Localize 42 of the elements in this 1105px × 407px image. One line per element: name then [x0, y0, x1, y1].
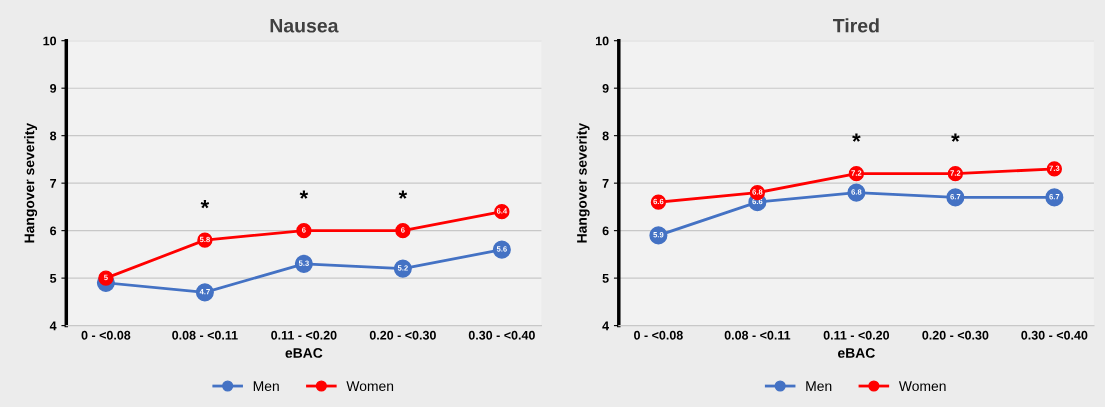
y-tick-label: 5	[602, 274, 609, 283]
x-axis-title: eBAC	[285, 348, 323, 358]
y-axis-title: Hangover severity	[576, 123, 590, 243]
y-tick-label: 6	[50, 226, 57, 236]
x-tick-label: 0.08 - <0.11	[172, 330, 238, 340]
y-tick-label: 10	[43, 36, 57, 46]
chart-title: Tired	[833, 18, 879, 33]
y-tick-label: 6	[602, 226, 609, 236]
annotation: *	[398, 190, 408, 199]
y-tick-label: 7	[50, 179, 57, 188]
x-axis-title: eBAC	[838, 348, 875, 358]
x-tick-label: 0.11 - <0.20	[271, 330, 337, 340]
y-tick-label: 9	[602, 83, 609, 93]
point	[296, 222, 312, 239]
point	[98, 270, 114, 286]
y-tick-label: 4	[49, 321, 57, 331]
legend-label: Men	[253, 381, 279, 392]
x-tick-label: 0.30 - <0.40	[468, 330, 535, 340]
x-tick-label: 0.20 - <0.30	[369, 330, 436, 340]
y-tick-label: 7	[602, 179, 609, 188]
x-tick-label: 0.20 - <0.30	[922, 330, 989, 340]
chart-title: Nausea	[270, 18, 339, 33]
x-tick-label: 0.11 - <0.20	[823, 330, 890, 340]
x-tick-label: 0.30 - <0.40	[1021, 330, 1088, 340]
annotation: *	[951, 133, 960, 142]
legend-label: Men	[806, 381, 832, 392]
y-tick-label: 8	[50, 131, 57, 141]
annotation: *	[200, 200, 210, 209]
x-tick-label: 0 - <0.08	[634, 330, 683, 340]
y-axis-title: Hangover severity	[24, 123, 38, 243]
annotation: *	[299, 190, 309, 199]
point	[395, 222, 411, 239]
annotation: *	[852, 133, 861, 142]
y-tick-label: 4	[602, 321, 610, 331]
x-tick-label: 0.08 - <0.11	[724, 330, 791, 340]
x-tick-label: 0 - <0.08	[81, 330, 131, 340]
legend-label: Women	[346, 381, 394, 392]
y-tick-label: 10	[595, 36, 609, 46]
y-tick-label: 9	[50, 83, 57, 93]
y-tick-label: 8	[602, 131, 609, 141]
y-tick-label: 5	[50, 274, 57, 283]
legend-label: Women	[898, 381, 946, 392]
